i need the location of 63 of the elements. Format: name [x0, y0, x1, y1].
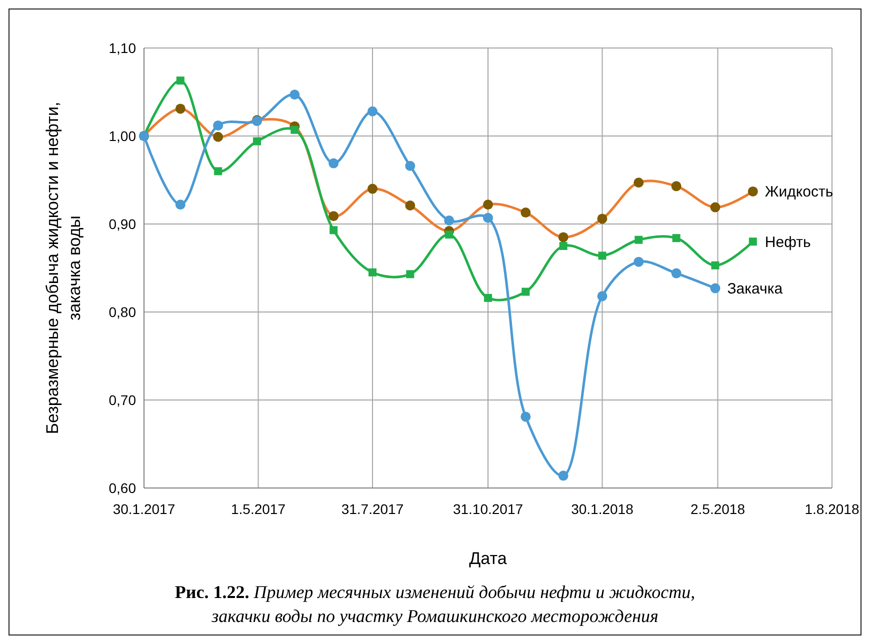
series-label: Нефть [764, 234, 811, 251]
point [328, 158, 339, 168]
point [710, 283, 720, 294]
point [214, 167, 222, 176]
point [367, 106, 378, 116]
x-tick-label: 31.7.2017 [341, 501, 404, 517]
point [558, 232, 568, 242]
point [368, 268, 376, 276]
x-tick-label: 1.5.2017 [231, 501, 286, 517]
text: закачки воды по участку Ромашкинского месторождения [210, 606, 658, 626]
point [484, 294, 492, 302]
point [711, 261, 720, 270]
point [634, 178, 644, 188]
x-tick-label: 30.1.2017 [112, 501, 176, 517]
point [290, 126, 299, 134]
point [748, 238, 757, 246]
point [252, 137, 261, 146]
point [290, 90, 300, 100]
point [405, 160, 416, 171]
y-tick-label: 0,80 [108, 304, 136, 320]
point [405, 200, 416, 211]
point [213, 132, 224, 142]
point [634, 236, 643, 244]
point [672, 234, 680, 242]
x-tick-label: 31.10.2017 [452, 501, 524, 517]
point [483, 200, 493, 210]
series-label: Жидкость [764, 184, 834, 201]
point [445, 230, 454, 239]
point [634, 256, 644, 267]
point [213, 120, 224, 130]
point [597, 291, 608, 302]
point [520, 412, 531, 422]
y-tick-label: 1,00 [108, 128, 136, 144]
point [671, 268, 682, 278]
y-tick-label: 0,70 [108, 392, 136, 408]
point [406, 270, 414, 278]
x-tick-label: 1.8.2018 [804, 501, 860, 517]
text: Рис. 1.22. Пример месячных изменений добычи нефти и жидкости, [174, 582, 696, 602]
point [328, 211, 339, 222]
point [175, 200, 186, 210]
point [748, 186, 758, 196]
point [483, 212, 493, 223]
point [367, 184, 378, 194]
point [559, 242, 568, 250]
point [176, 76, 184, 85]
point [522, 288, 530, 296]
y-tick-label: 1,10 [108, 40, 136, 56]
point [597, 214, 608, 224]
y-tick-label: 0,90 [108, 216, 136, 232]
point [598, 252, 606, 260]
y-axis-title: Безразмерные добыча жидкости и нефти, закачка воды [43, 102, 84, 434]
point [671, 181, 682, 192]
x-axis-title: Дата [469, 549, 508, 568]
x-tick-label: 2.5.2018 [690, 501, 746, 517]
x-tick-label: 30.1.2018 [571, 501, 634, 517]
point [710, 202, 720, 212]
point [444, 215, 454, 226]
y-tick-label: 0,60 [108, 480, 136, 496]
point [520, 208, 531, 218]
point [558, 470, 568, 481]
series-label: Закачка [727, 280, 784, 298]
point [330, 226, 338, 234]
point [175, 104, 186, 114]
